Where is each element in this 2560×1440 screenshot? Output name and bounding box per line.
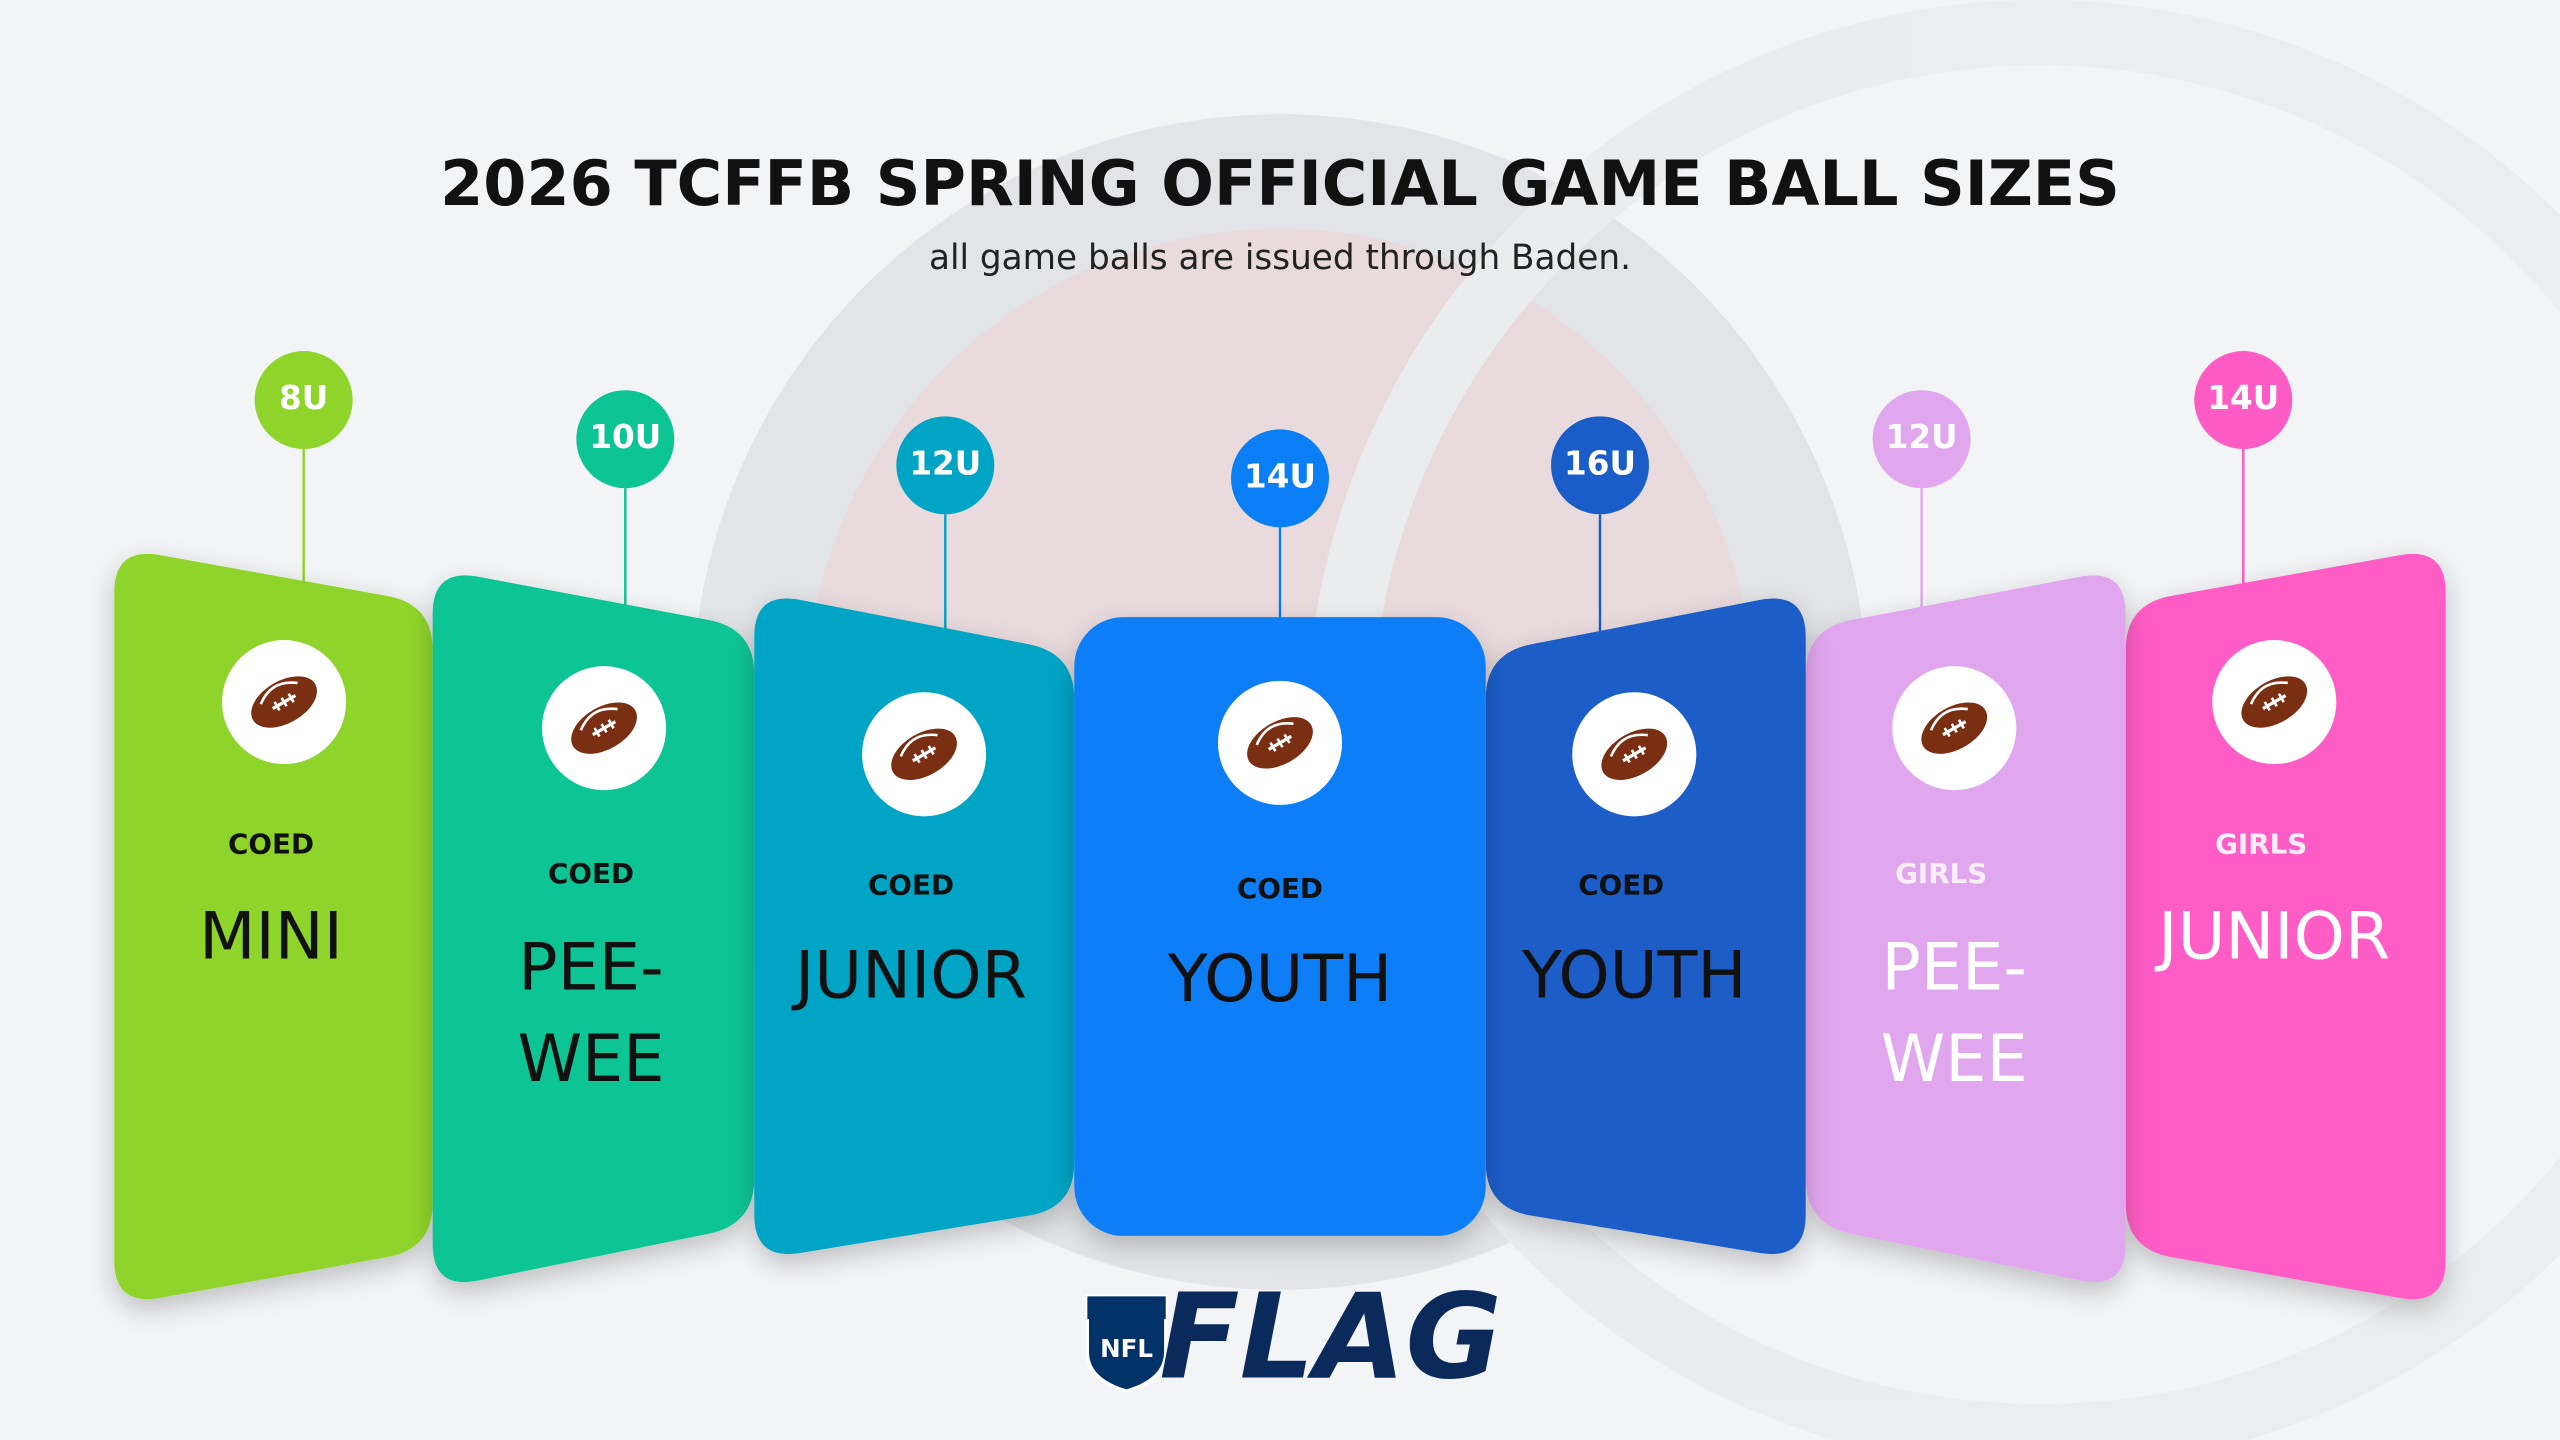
age-pin (1231, 429, 1329, 528)
age-pin (1872, 390, 1971, 489)
card-shape (114, 553, 433, 1300)
size-name: YOUTH (1167, 941, 1392, 1017)
card: 16U COED YOUTH (1485, 416, 1806, 1254)
cards: 8UCOEDMINI10UCOEDPEE-WEE12UCOEDJUNIOR14U… (114, 351, 2446, 1300)
age-label: 12U (1886, 418, 1958, 456)
age-pin (896, 416, 995, 515)
size-name: WEE (1881, 1021, 2028, 1097)
card-shape (1074, 617, 1486, 1236)
card-shape (432, 575, 755, 1283)
card: 14U COED YOUTH (1074, 429, 1486, 1236)
shield-top (1087, 1296, 1166, 1320)
size-name: MINI (199, 898, 343, 974)
card: 10U COED PEE- WEE (432, 390, 755, 1283)
group-label: COED (548, 857, 634, 890)
nfl-flag-logo: NFL FLAG (1085, 1269, 1502, 1406)
title: 2026 TCFFB SPRING OFFICIAL GAME BALL SIZ… (440, 147, 2120, 220)
age-pin (576, 390, 675, 489)
group-label: GIRLS (1895, 857, 1987, 890)
age-label: 14U (2207, 379, 2279, 417)
card: 12U COED JUNIOR (754, 416, 1075, 1254)
badge-text: NFL (1100, 1334, 1153, 1363)
group-label: COED (228, 828, 314, 861)
card-shape (2125, 553, 2446, 1300)
card: 14U GIRLS JUNIOR (2125, 351, 2446, 1300)
age-pin (1551, 416, 1649, 515)
age-label: 8U (279, 379, 328, 417)
card-shape (754, 598, 1075, 1254)
age-label: 14U (1244, 457, 1316, 495)
wordmark: FLAG (1159, 1269, 1502, 1406)
age-label: 16U (1564, 444, 1636, 482)
shield (1085, 1294, 1168, 1393)
size-name: PEE- (1882, 929, 2027, 1005)
size-name: JUNIOR (2154, 898, 2390, 974)
size-name: JUNIOR (791, 938, 1027, 1014)
group-label: COED (1237, 872, 1323, 905)
size-name: WEE (517, 1021, 664, 1097)
age-label: 12U (909, 444, 981, 482)
subtitle: all game balls are issued through Baden. (929, 238, 1631, 278)
card-shape (1485, 598, 1806, 1254)
group-label: COED (868, 869, 954, 902)
age-pin (2194, 351, 2293, 449)
size-name: PEE- (518, 929, 663, 1005)
group-label: GIRLS (2215, 828, 2307, 861)
age-label: 10U (589, 418, 661, 456)
card-shape (1805, 575, 2126, 1283)
card: 12U GIRLS PEE- WEE (1805, 390, 2126, 1283)
size-name: YOUTH (1521, 938, 1747, 1014)
group-label: COED (1578, 869, 1664, 902)
age-pin (254, 351, 353, 449)
card: 8U COED MINI (114, 351, 433, 1300)
